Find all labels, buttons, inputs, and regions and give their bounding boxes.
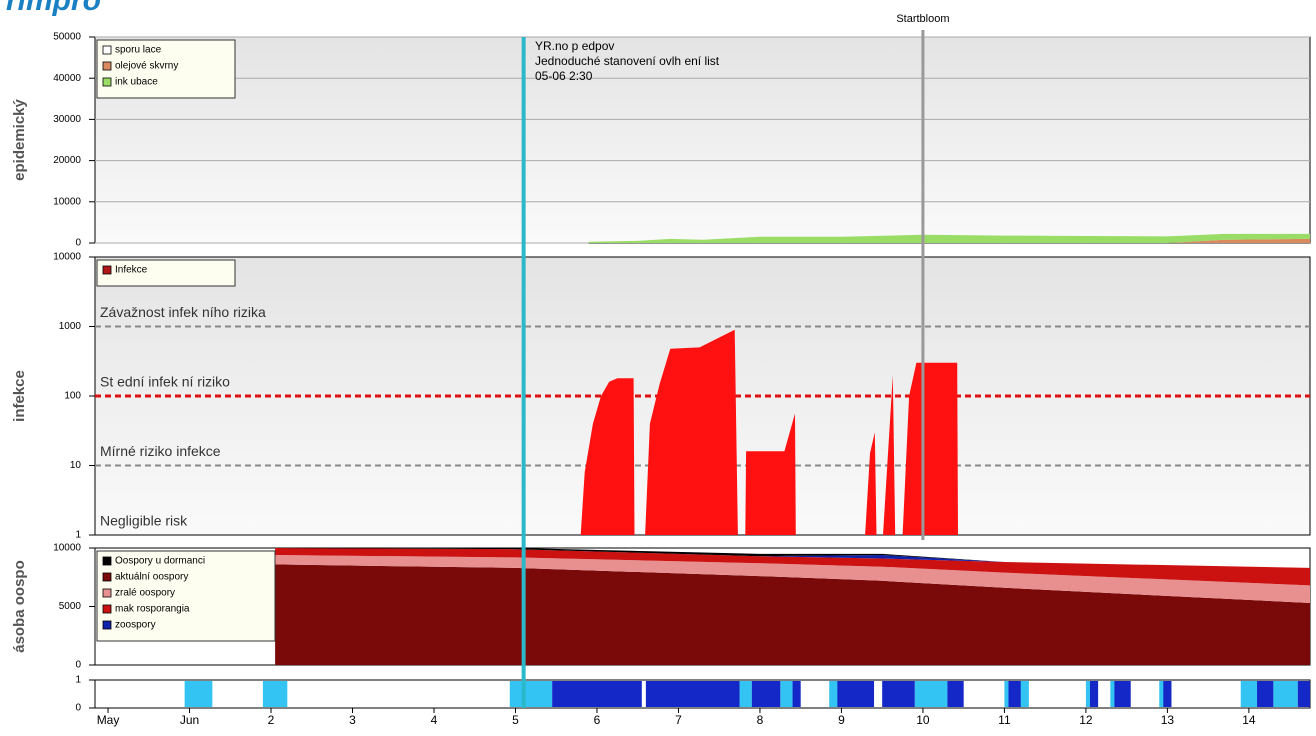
area: [580, 329, 958, 535]
x-tick-label: May: [97, 713, 120, 727]
x-tick-label: 5: [512, 713, 519, 727]
marker-label: Startbloom: [896, 13, 949, 25]
y-tick-label: 0: [75, 238, 81, 249]
y-tick-label: 20000: [53, 155, 81, 166]
y-tick-label: 5000: [59, 601, 82, 612]
y-tick-label: 10000: [53, 252, 81, 263]
wet-period: [509, 681, 553, 707]
legend-label: mak rosporangia: [115, 604, 190, 615]
legend-label: Infekce: [115, 265, 148, 276]
legend-swatch: [102, 77, 112, 87]
wet-period: [1257, 681, 1274, 707]
legend-label: zoospory: [115, 620, 156, 631]
y-tick-label: 10: [70, 460, 82, 471]
x-tick-label: 3: [349, 713, 356, 727]
wet-period: [947, 681, 964, 707]
legend-label: aktuální oospory: [115, 572, 188, 583]
annotation: 05-06 2:30: [535, 69, 593, 83]
app-title: rimpro: [6, 0, 101, 17]
y-tick-label: 100: [64, 391, 81, 402]
wet-period: [1273, 681, 1298, 707]
legend-swatch: [102, 45, 112, 55]
legend-label: zralé oospory: [115, 588, 175, 599]
wet-period: [780, 681, 793, 707]
threshold-label: Negligible risk: [100, 513, 188, 529]
y-tick-label: 10000: [53, 543, 81, 554]
x-tick-label: 10: [916, 713, 930, 727]
y-axis-label: infekce: [11, 370, 28, 422]
legend-box: [96, 259, 236, 287]
area: [588, 233, 1310, 243]
y-tick-label: 1000: [59, 321, 82, 332]
x-tick-label: 14: [1242, 713, 1256, 727]
y-axis-label: ásoba oospo: [11, 560, 28, 653]
legend-box: [96, 39, 236, 99]
wet-period: [184, 681, 213, 707]
x-tick-label: 8: [757, 713, 764, 727]
area: [588, 238, 1310, 243]
wet-period: [751, 681, 781, 707]
wet-period: [552, 681, 642, 707]
x-tick-label: 13: [1161, 713, 1175, 727]
x-tick-label: 9: [838, 713, 845, 727]
area: [275, 548, 1311, 586]
wet-period: [1163, 681, 1172, 707]
wet-period: [1089, 681, 1099, 707]
wet-period: [1008, 681, 1021, 707]
legend-swatch: [102, 265, 112, 275]
x-tick-label: 4: [431, 713, 438, 727]
y-tick-label: 30000: [53, 114, 81, 125]
threshold-label: Závažnost infek ního rizika: [100, 304, 266, 320]
legend-swatch: [102, 604, 112, 614]
y-axis-label: epidemický: [11, 98, 28, 180]
annotation: YR.no p edpov: [535, 39, 614, 53]
y-tick-label: 1: [75, 675, 81, 686]
x-tick-label: 12: [1079, 713, 1093, 727]
y-tick-label: 50000: [53, 32, 81, 43]
wet-period: [837, 681, 875, 707]
x-tick-label: 6: [594, 713, 601, 727]
area: [275, 564, 1311, 665]
annotation: Jednoduché stanovení ovlh ení list: [535, 54, 720, 68]
wet-period: [882, 681, 915, 707]
legend-swatch: [102, 572, 112, 582]
legend-box: [96, 550, 276, 642]
wet-period: [645, 681, 740, 707]
wet-period: [262, 681, 288, 707]
x-tick-label: Jun: [180, 713, 199, 727]
area: [275, 555, 1311, 603]
legend-swatch: [102, 588, 112, 598]
wet-period: [1240, 681, 1258, 707]
x-tick-label: 11: [998, 713, 1011, 727]
threshold-label: Mírné riziko infekce: [100, 443, 221, 459]
plot-background: [94, 36, 1311, 244]
y-tick-label: 1: [75, 530, 81, 541]
y-tick-label: 10000: [53, 196, 81, 207]
legend-label: olejové skvrny: [115, 61, 178, 72]
legend-label: sporu lace: [115, 45, 162, 56]
y-tick-label: 0: [75, 660, 81, 671]
legend-label: ink ubace: [115, 77, 158, 88]
threshold-label: St ední infek ní riziko: [100, 374, 230, 390]
legend-label: Oospory u dormanci: [115, 556, 205, 567]
y-tick-label: 0: [75, 703, 81, 714]
legend-swatch: [102, 61, 112, 71]
legend-swatch: [102, 620, 112, 630]
legend-swatch: [102, 556, 112, 566]
x-tick-label: 2: [268, 713, 275, 727]
wet-period: [1114, 681, 1131, 707]
y-tick-label: 40000: [53, 73, 81, 84]
wet-period: [1297, 681, 1310, 707]
wet-period: [914, 681, 948, 707]
wet-period: [739, 681, 752, 707]
wet-period: [792, 681, 801, 707]
x-tick-label: 7: [675, 713, 682, 727]
